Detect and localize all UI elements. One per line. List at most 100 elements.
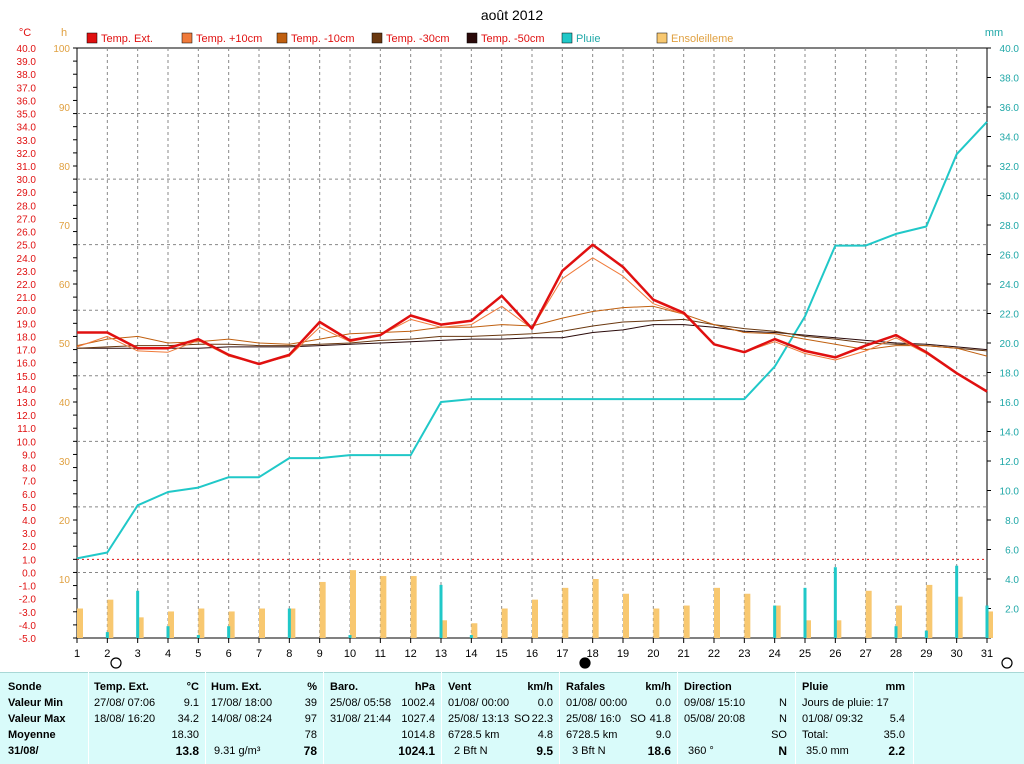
pluie-max-value: 5.4 bbox=[889, 713, 905, 725]
tick-label-temp: 6.0 bbox=[22, 490, 36, 501]
unit-label-temp: °C bbox=[19, 27, 31, 39]
temp-max-time: 18/08/ 16:20 bbox=[94, 713, 156, 725]
tick-label-rain: 34.0 bbox=[1000, 133, 1020, 144]
rain-bar bbox=[196, 635, 200, 638]
rain-bar bbox=[439, 584, 443, 638]
temp-header: Temp. Ext. bbox=[94, 681, 149, 693]
direction-min-value: N bbox=[779, 697, 787, 709]
hum-max-value: 97 bbox=[304, 713, 317, 725]
tick-label-rain: 18.0 bbox=[1000, 369, 1020, 380]
sun-bar bbox=[774, 605, 781, 638]
legend-swatch bbox=[656, 32, 668, 44]
legend-swatch bbox=[181, 32, 193, 44]
unit-label-hours: h bbox=[61, 27, 67, 39]
pluie-mm: 35.0 mm bbox=[806, 745, 849, 757]
tick-label-temp: 3.0 bbox=[22, 529, 36, 540]
sun-bar bbox=[562, 587, 569, 638]
chart-title: août 2012 bbox=[481, 7, 543, 23]
sun-bar bbox=[350, 570, 356, 638]
rain-bar bbox=[227, 626, 231, 638]
panel-empty bbox=[914, 672, 1024, 764]
tick-label-rain: 14.0 bbox=[1000, 428, 1020, 439]
series-line bbox=[76, 121, 988, 560]
tick-label-temp: 35.0 bbox=[17, 110, 37, 121]
temp-current: 13.8 bbox=[175, 744, 199, 758]
tick-label-day: 25 bbox=[799, 648, 811, 660]
hum-current: 78 bbox=[303, 744, 317, 758]
rain-bar bbox=[924, 630, 928, 638]
hum-min-value: 39 bbox=[304, 697, 317, 709]
sun-bar bbox=[896, 605, 902, 638]
temp-max-value: 34.2 bbox=[177, 713, 199, 725]
tick-label-temp: 13.0 bbox=[17, 398, 37, 409]
rain-bar bbox=[803, 587, 807, 638]
tick-label-hours: 60 bbox=[59, 280, 71, 291]
sun-bar bbox=[168, 611, 174, 638]
panel-temp: Temp. Ext. °C 27/08/ 07:06 9.1 18/08/ 16… bbox=[89, 672, 205, 764]
tick-label-temp: 9.0 bbox=[22, 450, 36, 461]
sun-bar bbox=[441, 620, 447, 638]
panel-vent: Vent km/h 01/08/ 00:00 0.0 25/08/ 13:13 … bbox=[442, 672, 559, 764]
temp-moy: 18.30 bbox=[171, 729, 199, 741]
tick-label-rain: 36.0 bbox=[1000, 103, 1020, 114]
vent-header: Vent bbox=[448, 681, 472, 693]
tick-label-temp: 22.0 bbox=[17, 280, 37, 291]
tick-label-hours: 70 bbox=[59, 221, 71, 232]
vent-unit: km/h bbox=[527, 681, 553, 693]
legend-swatch bbox=[466, 32, 478, 44]
sun-bar bbox=[744, 593, 751, 638]
sun-bar bbox=[410, 576, 417, 638]
sun-bar bbox=[137, 617, 144, 638]
tick-label-rain: 30.0 bbox=[1000, 192, 1020, 203]
rafales-max-value: 41.8 bbox=[649, 713, 671, 725]
tick-label-day: 15 bbox=[496, 648, 508, 660]
tick-label-temp: 15.0 bbox=[17, 372, 37, 383]
tick-label-day: 12 bbox=[405, 648, 417, 660]
rafales-min-value: 0.0 bbox=[655, 697, 671, 709]
pluie-total-label: Total: bbox=[802, 729, 829, 741]
rafales-header: Rafales bbox=[566, 681, 606, 693]
weather-chart: août 2012 °C h mm Temp. Ext. Temp. +10cm Temp.… bbox=[17, 7, 1020, 669]
tick-label-day: 30 bbox=[951, 648, 963, 660]
tick-label-temp: 7.0 bbox=[22, 477, 36, 488]
tick-label-temp: 30.0 bbox=[17, 175, 37, 186]
sun-bar bbox=[380, 576, 387, 638]
tick-label-temp: 21.0 bbox=[17, 293, 37, 304]
tick-label-temp: -2.0 bbox=[19, 595, 37, 606]
rain-bar bbox=[166, 626, 170, 638]
tick-label-temp: 34.0 bbox=[17, 123, 37, 134]
baro-moy: 1014.8 bbox=[401, 729, 435, 741]
pluie-max-time: 01/08/ 09:32 bbox=[802, 713, 864, 725]
sun-bar bbox=[259, 608, 265, 638]
tick-label-rain: 12.0 bbox=[1000, 457, 1020, 468]
tick-label-temp: 31.0 bbox=[17, 162, 37, 173]
tick-label-rain: 22.0 bbox=[1000, 310, 1020, 321]
sun-bar bbox=[956, 596, 963, 638]
vent-max-time: 25/08/ 13:13 bbox=[448, 713, 510, 725]
legend-label: Ensoleilleme bbox=[671, 33, 733, 45]
series-line bbox=[77, 324, 988, 351]
tick-label-temp: 16.0 bbox=[17, 359, 37, 370]
legend-label: Temp. -50cm bbox=[481, 33, 545, 45]
tick-label-day: 16 bbox=[526, 648, 538, 660]
baro-unit: hPa bbox=[414, 681, 435, 693]
tick-label-day: 5 bbox=[195, 648, 201, 660]
rain-bar bbox=[985, 605, 989, 638]
sun-bar bbox=[198, 608, 205, 638]
tick-label-temp: 28.0 bbox=[17, 201, 37, 212]
baro-max-time: 31/08/ 21:44 bbox=[330, 713, 392, 725]
tick-label-hours: 30 bbox=[59, 457, 71, 468]
tick-label-hours: 20 bbox=[59, 516, 71, 527]
tick-label-day: 4 bbox=[165, 648, 171, 660]
temp-min-time: 27/08/ 07:06 bbox=[94, 697, 156, 709]
vent-moy: 4.8 bbox=[537, 729, 553, 741]
pluie-unit: mm bbox=[885, 681, 905, 693]
tick-label-temp: 20.0 bbox=[17, 306, 37, 317]
tick-label-temp: 23.0 bbox=[17, 267, 37, 278]
tick-label-day: 19 bbox=[617, 648, 629, 660]
sonde-date: 31/08/ bbox=[8, 745, 39, 757]
tick-label-hours: 80 bbox=[59, 162, 71, 173]
tick-label-day: 7 bbox=[256, 648, 262, 660]
legend-swatch bbox=[371, 32, 383, 44]
tick-label-temp: -1.0 bbox=[19, 582, 37, 593]
